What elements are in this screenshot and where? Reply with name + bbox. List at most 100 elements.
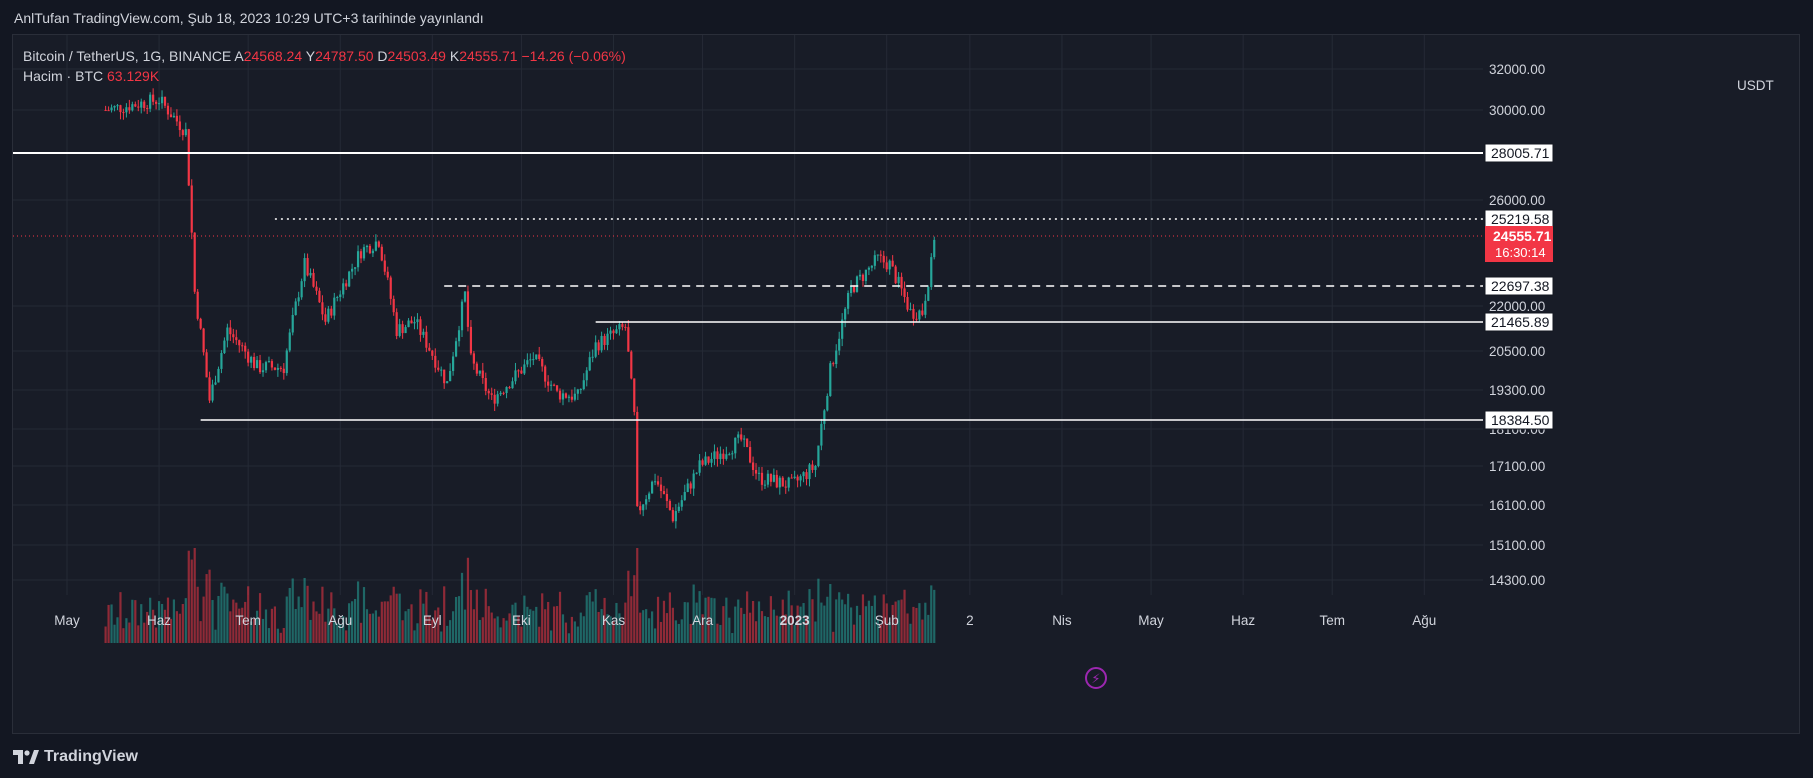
candle-body (746, 438, 749, 448)
volume-bar (110, 604, 113, 643)
volume-bar (255, 610, 259, 643)
volume-bar (226, 593, 229, 643)
candle-body (526, 360, 529, 365)
volume-bar (452, 611, 455, 643)
candle-body (348, 271, 351, 287)
volume-bar (419, 589, 422, 643)
volume-bar (327, 608, 330, 643)
flash-icon[interactable]: ⚡ (1085, 667, 1107, 689)
volume-bar (223, 586, 226, 643)
candle-body (143, 101, 146, 109)
candle-body (784, 486, 787, 488)
volume-bar (639, 612, 642, 643)
volume-bar (383, 601, 386, 643)
candle-body (481, 370, 484, 379)
chart-legend: Bitcoin / TetherUS, 1G, BINANCE A24568.2… (23, 46, 626, 86)
volume-bar (478, 619, 481, 643)
brand-name: TradingView (44, 748, 138, 765)
symbol-title[interactable]: Bitcoin / TetherUS, 1G, BINANCE (23, 48, 232, 64)
volume-bar (407, 608, 410, 643)
volume-bar (612, 621, 615, 643)
candle-body (235, 337, 238, 341)
volume-bar (823, 605, 826, 643)
candle-body (211, 384, 214, 401)
candle-body (754, 469, 758, 474)
candle-body (172, 115, 176, 118)
candle-body (208, 377, 211, 401)
candle-body (749, 447, 752, 463)
candle-body (778, 477, 781, 488)
volume-bar (258, 593, 262, 643)
volume-label[interactable]: Hacim · BTC (23, 68, 104, 84)
candle-body (407, 320, 410, 328)
volume-bar (933, 589, 936, 643)
volume-bar (232, 599, 235, 643)
x-tick-label: Tem (235, 613, 261, 628)
candle-body (852, 285, 856, 292)
candle-body (927, 287, 930, 301)
volume-bar (315, 611, 318, 643)
volume-bar (380, 601, 383, 643)
volume-bar (621, 625, 624, 643)
y-tick-label: 15100.00 (1489, 538, 1545, 553)
volume-bar (686, 602, 689, 643)
volume-bar (247, 586, 250, 643)
candle-body (324, 314, 327, 322)
candle-body (838, 338, 841, 351)
candle-body (876, 254, 879, 256)
chart-canvas[interactable]: 32000.00 30000.00 26000.00 22000.00 20500.00… (13, 35, 1799, 733)
candle-body (885, 262, 888, 270)
candle-body (879, 254, 882, 256)
candle-body (769, 473, 772, 482)
candle-body (766, 473, 770, 485)
candle-body (309, 272, 312, 276)
open-key: A (234, 48, 244, 64)
volume-bar (544, 609, 547, 643)
candle-body (345, 283, 348, 287)
volume-bar (318, 613, 321, 643)
volume-bar (172, 599, 176, 643)
level-price-tag (1484, 410, 1554, 430)
candle-body (279, 367, 282, 369)
candle-body (529, 359, 532, 361)
y-tick-label: 32000.00 (1489, 62, 1545, 77)
candle-body (716, 451, 719, 460)
current-price-tag (1485, 226, 1553, 262)
candle-body (603, 335, 606, 346)
candle-body (579, 389, 582, 391)
candle-body (594, 342, 597, 357)
candle-body (894, 266, 897, 284)
candle-body (425, 331, 428, 348)
volume-bar (787, 590, 790, 643)
volume-bar (864, 606, 868, 643)
candle-body (689, 483, 692, 489)
volume-bar (502, 618, 505, 643)
candle-body (134, 104, 137, 107)
volume-bar (374, 610, 377, 643)
candle-body (731, 453, 734, 455)
candle-body (220, 353, 223, 369)
volume-bar (250, 621, 253, 643)
level-price-label: 25219.58 (1491, 211, 1550, 227)
candle-body (410, 320, 413, 324)
tradingview-brand[interactable]: TradingView (13, 748, 138, 766)
volume-bar (392, 586, 395, 643)
candle-body (250, 356, 253, 363)
candle-body (630, 351, 633, 379)
candle-body (443, 369, 446, 384)
candle-body (665, 493, 669, 501)
candle-body (612, 330, 615, 334)
volume-bar (440, 631, 443, 643)
candle-body (555, 385, 559, 391)
volume-bar (356, 581, 360, 643)
volume-bar (582, 616, 585, 643)
x-tick-label: Haz (1231, 613, 1255, 628)
candle-body (107, 110, 110, 112)
candle-body (888, 260, 891, 270)
volume-bar (630, 596, 633, 643)
volume-bar (496, 616, 499, 643)
chart-panel[interactable]: 32000.00 30000.00 26000.00 22000.00 20500.00… (12, 34, 1800, 734)
volume-bar (876, 620, 879, 643)
candle-body (870, 265, 873, 268)
candle-body (909, 308, 912, 310)
